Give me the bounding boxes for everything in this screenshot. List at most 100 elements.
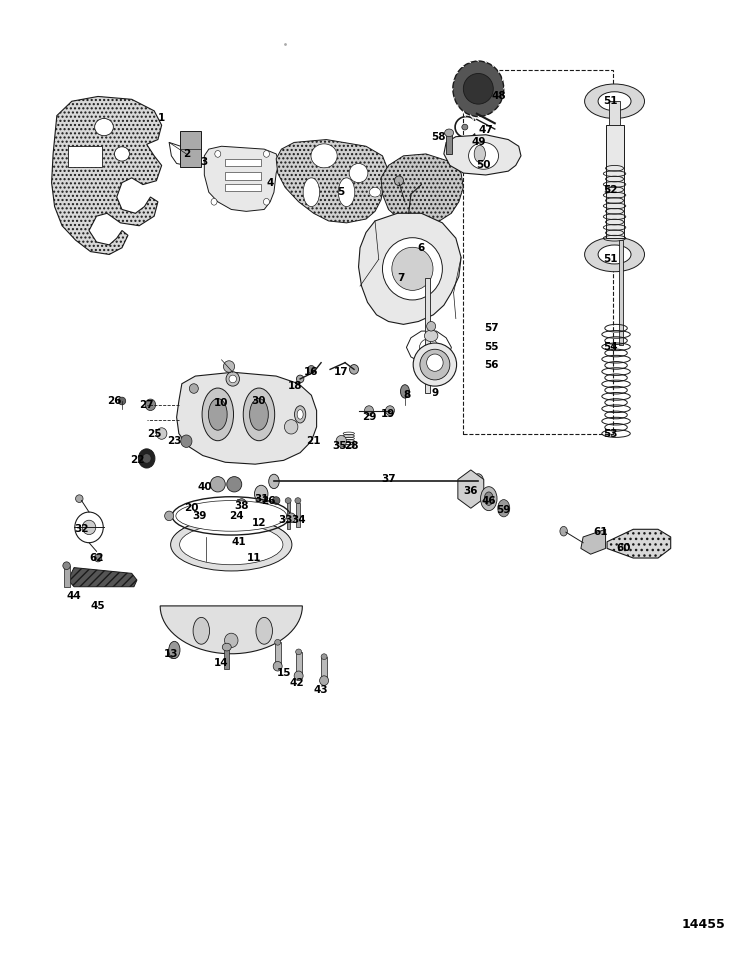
Ellipse shape (211, 526, 252, 544)
Ellipse shape (193, 618, 209, 644)
Ellipse shape (484, 492, 494, 505)
Text: 24: 24 (230, 511, 244, 521)
Ellipse shape (413, 343, 457, 386)
Ellipse shape (420, 349, 450, 380)
Ellipse shape (370, 187, 380, 197)
Bar (236, 499, 241, 529)
Ellipse shape (598, 245, 631, 264)
Polygon shape (52, 97, 162, 254)
Text: 27: 27 (140, 400, 154, 409)
Text: 52: 52 (604, 185, 618, 196)
Ellipse shape (263, 151, 269, 157)
Ellipse shape (115, 147, 130, 161)
Ellipse shape (294, 671, 303, 681)
Ellipse shape (481, 486, 497, 510)
Ellipse shape (311, 144, 338, 168)
Ellipse shape (303, 177, 320, 206)
Ellipse shape (464, 74, 494, 105)
Text: 15: 15 (277, 667, 291, 678)
Text: 13: 13 (164, 649, 178, 659)
Bar (609, 102, 619, 126)
Ellipse shape (171, 518, 292, 571)
Text: 44: 44 (67, 592, 82, 601)
Ellipse shape (286, 513, 296, 523)
Bar (64, 566, 70, 587)
Ellipse shape (273, 662, 282, 671)
Text: 5: 5 (338, 187, 345, 198)
Ellipse shape (94, 554, 102, 562)
Text: 29: 29 (362, 412, 376, 422)
Ellipse shape (394, 175, 404, 185)
Bar (180, 131, 201, 167)
Text: 51: 51 (604, 254, 618, 265)
Ellipse shape (308, 365, 315, 373)
Ellipse shape (400, 385, 410, 398)
Bar (464, 70, 613, 433)
Ellipse shape (424, 330, 438, 341)
Ellipse shape (63, 562, 70, 570)
Text: 7: 7 (398, 273, 405, 284)
Ellipse shape (229, 375, 236, 383)
Bar (68, 147, 102, 167)
Ellipse shape (210, 477, 225, 492)
Text: 10: 10 (214, 398, 229, 408)
Ellipse shape (338, 177, 355, 206)
Text: 30: 30 (252, 396, 266, 406)
Ellipse shape (320, 676, 328, 686)
Text: 21: 21 (306, 436, 321, 446)
Ellipse shape (560, 526, 568, 536)
Text: 11: 11 (247, 553, 261, 563)
Ellipse shape (209, 399, 227, 431)
Ellipse shape (76, 495, 83, 503)
Text: 42: 42 (289, 677, 304, 688)
Text: 34: 34 (291, 515, 306, 525)
Text: 22: 22 (130, 456, 144, 465)
Ellipse shape (469, 143, 499, 169)
Bar (605, 126, 623, 238)
Ellipse shape (207, 523, 256, 547)
Ellipse shape (382, 238, 442, 300)
Polygon shape (204, 147, 279, 211)
Text: 26: 26 (107, 396, 122, 406)
Ellipse shape (473, 474, 484, 489)
Text: 50: 50 (476, 160, 490, 171)
Bar (204, 503, 208, 532)
Bar (225, 158, 261, 166)
Text: 36: 36 (464, 486, 478, 496)
Ellipse shape (226, 477, 242, 492)
Text: 19: 19 (381, 409, 396, 419)
Ellipse shape (250, 399, 268, 431)
Text: 31: 31 (254, 494, 268, 503)
Ellipse shape (176, 501, 286, 531)
Polygon shape (172, 518, 291, 545)
Ellipse shape (284, 420, 298, 434)
Ellipse shape (462, 125, 468, 130)
Ellipse shape (295, 498, 301, 503)
Ellipse shape (427, 321, 436, 331)
Ellipse shape (139, 449, 155, 468)
Text: 14455: 14455 (682, 919, 725, 931)
Bar (619, 240, 622, 345)
Text: 12: 12 (252, 518, 266, 527)
Ellipse shape (453, 61, 504, 117)
Ellipse shape (256, 618, 272, 644)
Text: 40: 40 (197, 482, 211, 492)
Ellipse shape (474, 146, 485, 162)
Text: 46: 46 (482, 496, 496, 505)
Text: 45: 45 (91, 601, 105, 611)
Ellipse shape (419, 339, 438, 356)
Polygon shape (68, 568, 137, 587)
Ellipse shape (498, 500, 510, 517)
Polygon shape (170, 143, 191, 165)
Ellipse shape (296, 649, 302, 655)
Ellipse shape (169, 642, 180, 659)
Text: 57: 57 (484, 323, 498, 333)
Ellipse shape (214, 151, 220, 157)
Ellipse shape (189, 384, 198, 393)
Text: 9: 9 (431, 388, 439, 398)
Polygon shape (176, 372, 316, 464)
Text: 56: 56 (484, 360, 498, 369)
Ellipse shape (224, 633, 238, 647)
Polygon shape (160, 606, 302, 654)
Ellipse shape (226, 372, 239, 386)
